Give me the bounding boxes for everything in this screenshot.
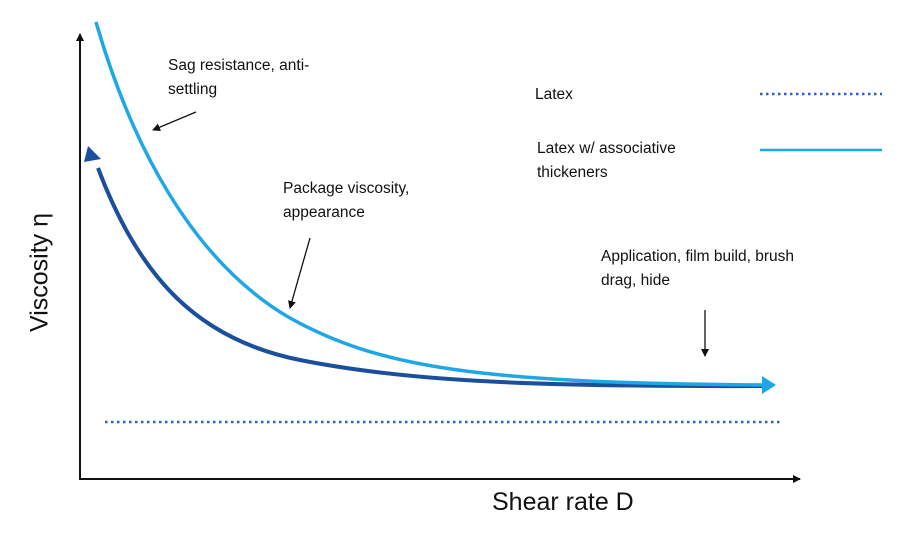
annotation-line: Sag resistance, anti- bbox=[168, 57, 310, 74]
light-blue-arrowhead bbox=[762, 376, 776, 394]
legend-latex-label: Latex bbox=[535, 86, 573, 103]
annotation-line: appearance bbox=[283, 204, 365, 221]
light-blue-curve bbox=[94, 21, 766, 387]
package-annotation-arrow bbox=[288, 237, 311, 309]
annotation-line: Package viscosity, bbox=[283, 180, 410, 197]
annotation-line: drag, hide bbox=[601, 272, 670, 289]
y-axis-label: Viscosity η bbox=[25, 212, 54, 333]
legend-label-line: thickeners bbox=[537, 164, 608, 181]
x-axis-label: Shear rate D bbox=[492, 488, 634, 516]
legend-thickener-label: Latex w/ associative thickeners bbox=[537, 137, 676, 185]
dark-blue-curve bbox=[96, 167, 771, 389]
legend-label-line: Latex w/ associative bbox=[537, 140, 676, 157]
annotation-sag: Sag resistance, anti- settling bbox=[168, 54, 309, 102]
annotation-line: settling bbox=[168, 81, 218, 98]
dark-blue-arrowhead bbox=[84, 146, 101, 162]
annotation-package: Package viscosity, appearance bbox=[283, 177, 409, 225]
annotation-application: Application, film build, brush drag, hid… bbox=[601, 245, 794, 293]
annotation-line: Application, film build, brush bbox=[601, 248, 794, 265]
sag-annotation-arrow bbox=[152, 111, 197, 131]
